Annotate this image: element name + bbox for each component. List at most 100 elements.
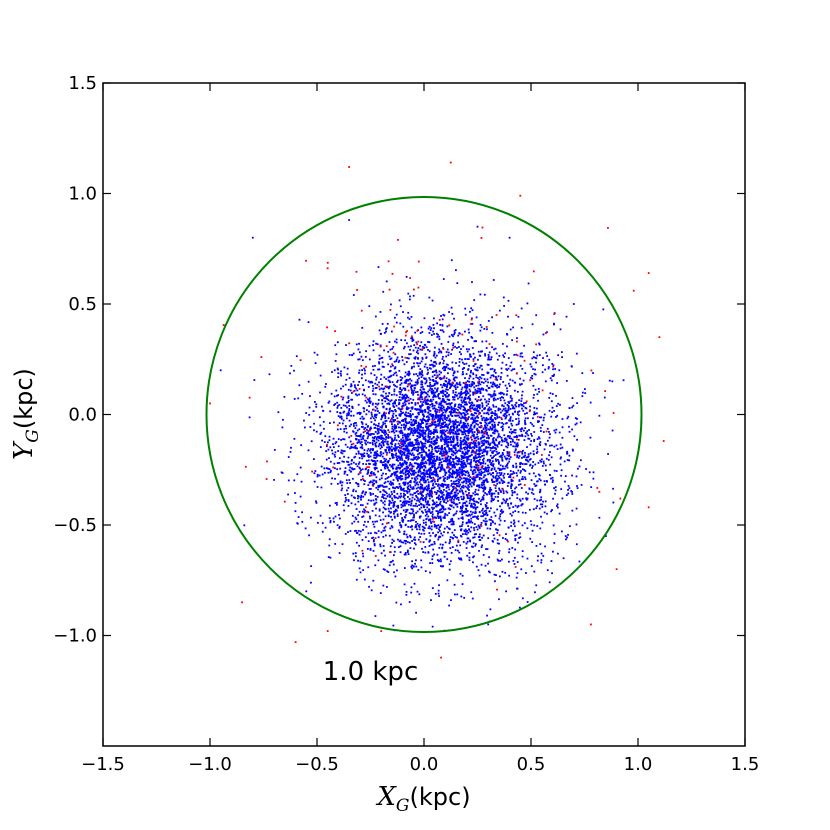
blue-point <box>448 418 451 421</box>
blue-point <box>538 491 541 494</box>
blue-point <box>531 423 534 426</box>
blue-point <box>489 442 492 445</box>
blue-point <box>428 449 430 452</box>
blue-point <box>485 419 488 422</box>
blue-point <box>540 460 543 463</box>
blue-point <box>478 533 481 536</box>
blue-point <box>450 385 453 387</box>
blue-point <box>472 506 475 509</box>
blue-point <box>382 568 385 571</box>
blue-point <box>516 451 519 454</box>
blue-point <box>382 443 385 446</box>
blue-point <box>478 452 480 455</box>
blue-point <box>418 436 420 439</box>
blue-point <box>452 451 455 454</box>
blue-point <box>498 552 500 555</box>
blue-point <box>379 545 382 548</box>
blue-point <box>480 388 483 391</box>
blue-point <box>446 348 449 351</box>
blue-point <box>512 523 515 525</box>
blue-point <box>398 413 401 416</box>
blue-point <box>510 399 513 402</box>
blue-point <box>375 413 378 416</box>
blue-point <box>534 591 536 594</box>
blue-point <box>449 463 452 466</box>
blue-point <box>408 428 411 430</box>
blue-point <box>571 509 574 512</box>
blue-point <box>464 377 466 380</box>
blue-point <box>461 368 464 371</box>
blue-point <box>543 480 546 483</box>
blue-point <box>452 423 455 426</box>
blue-point <box>553 487 556 490</box>
blue-point <box>408 298 411 301</box>
blue-point <box>389 545 392 548</box>
blue-point <box>353 456 356 459</box>
blue-point <box>405 397 407 399</box>
blue-point <box>611 429 614 432</box>
blue-point <box>564 480 566 483</box>
blue-point <box>391 414 394 417</box>
blue-point <box>456 460 459 462</box>
blue-point <box>551 476 554 479</box>
blue-point <box>532 472 535 475</box>
blue-point <box>553 533 556 535</box>
blue-point <box>355 424 358 427</box>
blue-point <box>469 479 471 482</box>
blue-point <box>384 422 386 425</box>
blue-point <box>453 482 456 485</box>
blue-point <box>348 412 350 415</box>
blue-point <box>517 422 520 424</box>
blue-point <box>472 358 475 361</box>
blue-point <box>420 393 423 395</box>
blue-point <box>392 405 395 407</box>
blue-point <box>367 520 369 523</box>
blue-point <box>420 447 423 450</box>
blue-point <box>416 425 419 427</box>
blue-point <box>454 472 457 474</box>
blue-point <box>398 426 400 429</box>
blue-point <box>417 447 420 449</box>
blue-point <box>467 471 470 474</box>
blue-point <box>430 469 432 471</box>
blue-point <box>468 520 471 523</box>
blue-point <box>456 394 458 397</box>
blue-point <box>429 562 431 564</box>
blue-point <box>439 503 442 506</box>
blue-point <box>464 358 467 360</box>
blue-point <box>387 402 390 405</box>
blue-point <box>410 337 413 340</box>
blue-point <box>431 371 434 373</box>
blue-point <box>396 458 399 460</box>
blue-point <box>548 396 551 399</box>
blue-point <box>430 522 433 524</box>
blue-point <box>459 460 462 463</box>
blue-point <box>524 423 527 426</box>
blue-point <box>443 517 446 519</box>
blue-point <box>293 369 295 372</box>
blue-point <box>387 434 389 436</box>
blue-point <box>417 446 419 448</box>
blue-point <box>422 431 425 434</box>
blue-point <box>454 384 457 387</box>
blue-point <box>506 452 509 455</box>
blue-point <box>411 407 414 410</box>
blue-point <box>386 477 389 479</box>
blue-point <box>551 406 554 409</box>
blue-point <box>437 445 440 447</box>
blue-point <box>521 503 524 505</box>
blue-point <box>391 499 394 502</box>
blue-point <box>467 475 470 477</box>
blue-point <box>479 329 482 332</box>
blue-point <box>394 401 396 404</box>
blue-point <box>429 492 432 495</box>
blue-point <box>293 479 296 482</box>
blue-point <box>529 464 531 467</box>
blue-point <box>377 445 380 448</box>
blue-point <box>481 434 484 437</box>
blue-point <box>310 581 312 584</box>
blue-point <box>440 523 443 526</box>
blue-point <box>414 504 417 507</box>
blue-point <box>441 448 444 450</box>
blue-point <box>382 440 384 442</box>
